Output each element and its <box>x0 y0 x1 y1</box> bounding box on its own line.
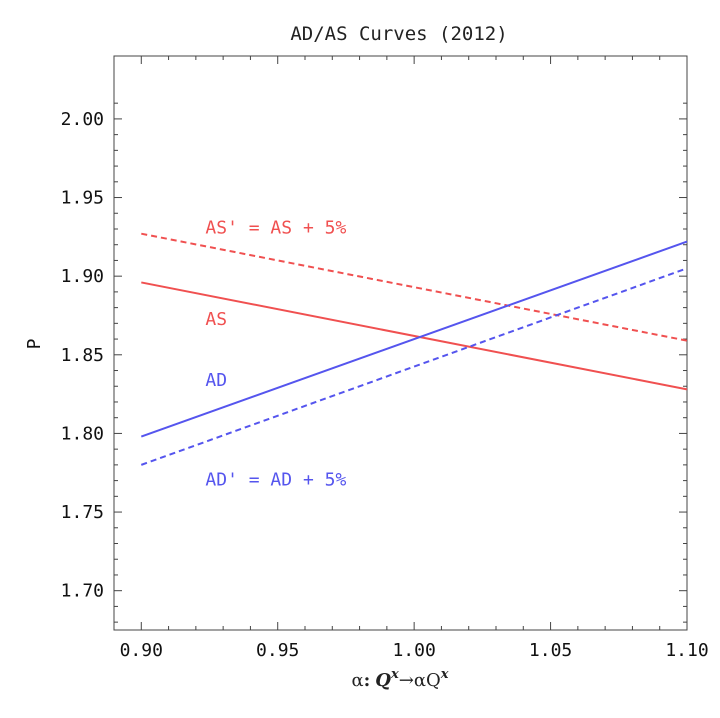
x-tick-labels: 0.90 0.95 1.00 1.05 1.10 <box>120 640 709 661</box>
y-axis-label: P <box>24 338 45 349</box>
x-axis-label: α: Qx→αQx <box>351 667 448 691</box>
x-axis-label-q2: Q <box>426 670 441 691</box>
axis-ticks <box>114 56 688 630</box>
plot-frame <box>113 55 688 631</box>
annotation-ad-ad-5: AD' = AD + 5% <box>205 469 346 490</box>
x-axis-label-q1: Q <box>375 670 391 691</box>
y-tick-label: 1.70 <box>61 581 104 602</box>
series-line-ad-ad-5-shifted <box>140 267 688 466</box>
x-axis-label-alpha2: α <box>414 670 426 691</box>
annotations: AS' = AS + 5% AS AD AD' = AD + 5% <box>205 218 346 491</box>
x-tick-label: 1.05 <box>529 640 572 661</box>
x-axis-label-arrow: → <box>399 670 414 691</box>
y-tick-label: 1.90 <box>61 266 104 287</box>
x-axis-label-alpha: α <box>351 670 363 691</box>
y-tick-label: 2.00 <box>61 109 104 130</box>
x-axis-label-sup1: x <box>390 667 399 682</box>
annotation-as-as-5: AS' = AS + 5% <box>205 218 346 239</box>
x-tick-label: 0.95 <box>256 640 299 661</box>
series-line-as-as-5-shifted <box>141 232 688 342</box>
chart-title: AD/AS Curves (2012) <box>290 23 507 45</box>
annotation-as: AS <box>205 309 227 330</box>
y-tick-label: 1.80 <box>61 423 104 444</box>
x-axis-label-colon: : <box>364 670 371 691</box>
x-tick-label: 1.00 <box>392 640 435 661</box>
series-layer <box>140 232 688 466</box>
y-tick-labels: 1.70 1.75 1.80 1.85 1.90 1.95 2.00 <box>61 109 104 602</box>
x-axis-label-sup2: x <box>440 667 449 682</box>
series-line-as <box>141 281 688 391</box>
x-tick-label: 0.90 <box>120 640 163 661</box>
y-tick-label: 1.85 <box>61 345 104 366</box>
y-tick-label: 1.75 <box>61 502 104 523</box>
annotation-ad: AD <box>205 370 227 391</box>
x-tick-label: 1.10 <box>665 640 708 661</box>
series-line-ad <box>140 240 688 438</box>
y-tick-label: 1.95 <box>61 188 104 209</box>
